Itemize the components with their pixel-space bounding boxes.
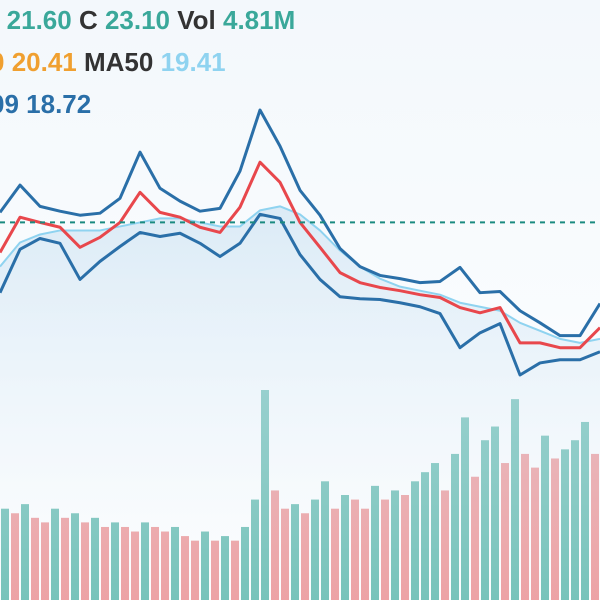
- legend-header: L 21.60 C 23.10 Vol 4.81M 0 20.41 MA50 19…: [0, 5, 295, 119]
- legend-row: 09 18.72: [0, 89, 91, 119]
- legend-item: MA50: [77, 47, 154, 77]
- legend-item: 4.81M: [216, 5, 296, 35]
- legend-item: C: [72, 5, 98, 35]
- ma50-area: [0, 206, 600, 600]
- legend-row: L 21.60 C 23.10 Vol 4.81M: [0, 5, 295, 35]
- legend-item: 21.60: [0, 5, 72, 35]
- legend-item: 20.41: [4, 47, 76, 77]
- legend-row: 0 20.41 MA50 19.41: [0, 47, 226, 77]
- legend-item: 0: [0, 47, 4, 77]
- line: [0, 205, 600, 344]
- legend-item: 18.72: [19, 89, 91, 119]
- line: [0, 212, 600, 377]
- line: [0, 108, 600, 338]
- legend-item: Vol: [170, 5, 216, 35]
- price-pane: [0, 108, 600, 600]
- legend-item: 09: [0, 89, 19, 119]
- legend-item: 23.10: [98, 5, 170, 35]
- legend-item: 19.41: [153, 47, 225, 77]
